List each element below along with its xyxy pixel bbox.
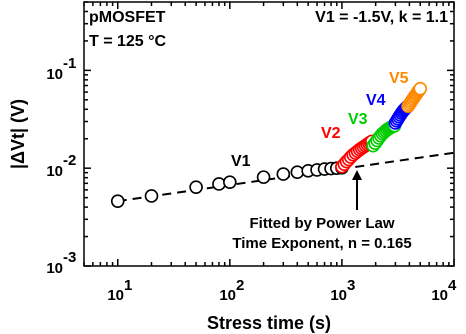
series-v5 xyxy=(401,81,428,114)
y-axis-label: |ΔVt| (V) xyxy=(8,99,28,169)
data-point-v1 xyxy=(189,180,203,194)
y-tick-label-0.1: 10 xyxy=(46,66,63,83)
y-tick-label-0.001: 10 xyxy=(46,260,63,277)
y-tick-exp-0.001: -3 xyxy=(63,249,76,266)
x-axis-label: Stress time (s) xyxy=(207,313,331,333)
data-point-v5 xyxy=(413,81,428,96)
y-tick-label-0.01: 10 xyxy=(46,163,63,180)
y-tick-exp-0.01: -2 xyxy=(63,152,76,169)
points-layer xyxy=(110,81,428,208)
x-tick-label-1000: 10 xyxy=(330,287,347,304)
data-point-v1 xyxy=(144,189,159,203)
plot-frame xyxy=(83,1,455,267)
temperature-unit: °C xyxy=(148,33,166,50)
data-point-v1 xyxy=(256,170,271,184)
device-label: pMOSFET xyxy=(89,9,166,26)
fit-annotation-line1: Fitted by Power Law xyxy=(249,215,394,232)
y-tick-exp-0.1: -1 xyxy=(63,55,76,72)
x-tick-label-10000: 10 xyxy=(431,287,448,304)
condition-label: V1 = -1.5V, k = 1.1 xyxy=(315,9,448,26)
series-label-v4: V4 xyxy=(366,92,386,109)
x-tick-exp-1000: 3 xyxy=(347,277,355,294)
series-label-v3: V3 xyxy=(348,111,368,128)
data-point-v1 xyxy=(276,167,291,181)
series-label-v1: V1 xyxy=(231,153,251,170)
temperature-label: T = 125 °C xyxy=(89,33,167,50)
series-label-v5: V5 xyxy=(389,70,409,87)
data-point-v1 xyxy=(212,177,226,191)
data-point-v1 xyxy=(290,165,305,179)
data-point-v1 xyxy=(223,175,237,189)
fit-annotation-arrow-head xyxy=(352,170,362,180)
temperature-prefix: T = 125 xyxy=(89,33,148,50)
data-point-v1 xyxy=(110,194,125,208)
fit-annotation-line2: Time Exponent, n = 0.165 xyxy=(232,235,411,252)
x-tick-label-100: 10 xyxy=(219,287,236,304)
series-label-v2: V2 xyxy=(321,125,341,142)
x-tick-exp-100: 2 xyxy=(236,277,244,294)
x-tick-exp-10000: 4 xyxy=(448,277,457,294)
x-tick-exp-10: 1 xyxy=(124,277,132,294)
series-v1 xyxy=(110,160,349,208)
x-tick-label-10: 10 xyxy=(107,287,124,304)
